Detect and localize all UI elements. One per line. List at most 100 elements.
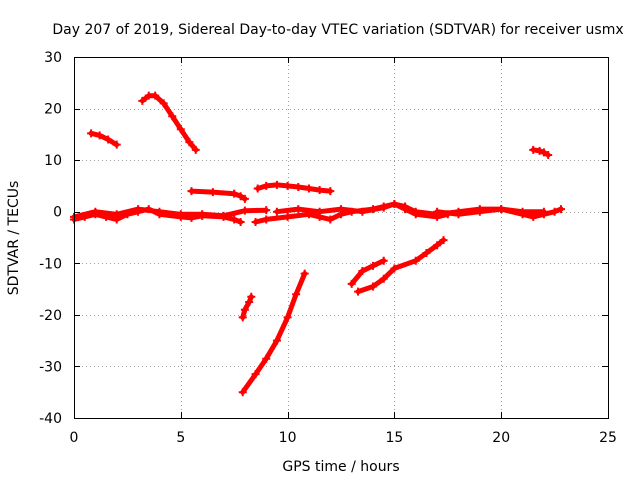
x-tick-label: 10 <box>279 430 297 446</box>
data-point-marker <box>369 282 378 291</box>
series-line <box>88 130 120 148</box>
data-point-marker <box>544 150 553 159</box>
data-point-marker <box>112 210 121 219</box>
data-point-marker <box>230 215 239 224</box>
series-line <box>355 237 446 295</box>
data-point-marker <box>262 215 271 224</box>
data-point-marker <box>422 248 431 257</box>
plot-frame <box>74 57 609 419</box>
series-arc-8 <box>187 187 249 203</box>
data-point-marker <box>411 207 420 216</box>
series-arc-14 <box>354 236 448 296</box>
data-point-marker <box>358 267 367 276</box>
data-point-marker <box>262 181 271 190</box>
data-point-marker <box>294 182 303 191</box>
data-point-marker <box>283 313 292 322</box>
data-point-marker <box>557 205 566 214</box>
data-point-marker <box>439 236 448 245</box>
data-point-marker <box>91 207 100 216</box>
data-point-marker <box>176 125 185 134</box>
y-axis-tick-labels: -40 -30 -20 -10 0 10 20 30 <box>39 50 62 427</box>
data-point-marker <box>272 207 281 216</box>
data-point-marker <box>238 388 247 397</box>
data-point-marker <box>155 207 164 216</box>
data-point-marker <box>238 313 247 322</box>
series-line <box>240 294 254 320</box>
data-point-marker <box>283 181 292 190</box>
data-point-marker <box>283 212 292 221</box>
data-point-marker <box>535 146 544 155</box>
x-axis-tick-labels: 0 5 10 15 20 25 <box>70 430 617 446</box>
grid <box>74 57 608 418</box>
data-point-marker <box>401 202 410 211</box>
data-point-marker <box>230 189 239 198</box>
data-point-marker <box>454 210 463 219</box>
series-line <box>71 206 269 220</box>
data-point-marker <box>240 305 249 314</box>
data-point-marker <box>433 207 442 216</box>
y-tick-label: -40 <box>39 411 62 427</box>
series-arc-2 <box>70 205 271 221</box>
y-axis-title: SDTVAR / TECUs <box>6 181 22 296</box>
data-point-marker <box>433 241 442 250</box>
series-arc-12 <box>238 269 309 397</box>
data-point-marker <box>326 187 335 196</box>
data-point-marker <box>347 279 356 288</box>
data-point-marker <box>112 140 121 149</box>
axis-ticks <box>74 57 609 419</box>
data-point-marker <box>379 203 388 212</box>
data-point-marker <box>390 264 399 273</box>
x-axis-title: GPS time / hours <box>282 459 399 475</box>
y-tick-label: 10 <box>44 153 62 169</box>
data-point-marker <box>529 212 538 221</box>
data-point-marker <box>87 129 96 138</box>
y-tick-label: 0 <box>53 205 62 221</box>
data-point-marker <box>475 207 484 216</box>
data-point-marker <box>369 261 378 270</box>
series-line <box>349 258 387 287</box>
data-point-marker <box>358 207 367 216</box>
data-point-marker <box>187 187 196 196</box>
data-point-marker <box>208 188 217 197</box>
x-tick-label: 20 <box>492 430 510 446</box>
data-point-marker <box>337 205 345 214</box>
x-tick-label: 15 <box>385 430 403 446</box>
data-point-marker <box>95 131 104 140</box>
data-point-marker <box>251 218 260 227</box>
data-point-marker <box>134 205 143 214</box>
series-arc-10 <box>529 145 553 159</box>
data-point-marker <box>315 207 324 216</box>
series-arc-13 <box>347 256 388 288</box>
series-arc-7 <box>138 91 200 154</box>
data-point-marker <box>104 135 113 144</box>
data-point-marker <box>168 112 177 121</box>
data-point-marker <box>390 199 399 208</box>
data-point-marker <box>191 145 200 154</box>
data-point-marker <box>304 184 313 193</box>
series-arc-11 <box>238 292 256 322</box>
y-tick-label: 20 <box>44 102 62 118</box>
data-point-marker <box>176 210 185 219</box>
data-point-marker <box>198 210 207 219</box>
data-series <box>70 91 566 397</box>
data-point-marker <box>294 205 303 214</box>
data-point-marker <box>245 297 254 306</box>
data-point-marker <box>539 210 548 219</box>
data-point-marker <box>253 184 262 193</box>
data-point-marker <box>240 194 249 203</box>
data-point-marker <box>159 99 168 108</box>
data-point-marker <box>497 205 506 214</box>
data-point-marker <box>379 274 388 283</box>
data-point-marker <box>236 192 245 201</box>
data-point-marker <box>292 290 301 299</box>
data-point-marker <box>236 218 245 227</box>
data-point-marker <box>272 336 281 345</box>
data-point-marker <box>550 207 559 216</box>
data-point-marker <box>240 206 249 215</box>
y-tick-label: -20 <box>39 308 62 324</box>
data-point-marker <box>518 210 527 219</box>
series-arc-6 <box>87 129 121 149</box>
y-tick-label: 30 <box>44 50 62 66</box>
data-point-marker <box>300 269 309 278</box>
